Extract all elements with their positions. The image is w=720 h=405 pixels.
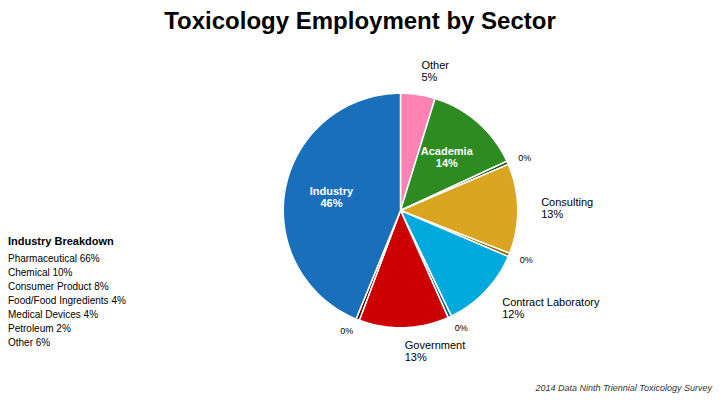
svg-text:Consulting13%: Consulting13%: [541, 196, 593, 220]
html-text:Other 6%: Other 6%: [8, 337, 51, 348]
html-text:Food/Food Ingredients 4%: Food/Food Ingredients 4%: [8, 295, 126, 306]
html-text:Petroleum 2%: Petroleum 2%: [8, 323, 71, 334]
html-text:Toxicology Employment by Secto: Toxicology Employment by Sector: [164, 7, 556, 34]
html-text:Industry Breakdown: Industry Breakdown: [8, 235, 114, 247]
svg-text:0%: 0%: [455, 323, 468, 333]
svg-text:0%: 0%: [340, 326, 353, 336]
svg-text:0%: 0%: [518, 153, 531, 163]
html-text:2014 Data Ninth Triennial Toxi: 2014 Data Ninth Triennial Toxicology Sur…: [535, 383, 712, 393]
html-text:Chemical 10%: Chemical 10%: [8, 267, 73, 278]
svg-text:Industry46%: Industry46%: [310, 185, 354, 209]
svg-text:Government13%: Government13%: [405, 339, 466, 363]
svg-text:Academia14%: Academia14%: [421, 145, 474, 169]
html-text:Consumer Product 8%: Consumer Product 8%: [8, 281, 109, 292]
svg-text:0%: 0%: [520, 255, 533, 265]
svg-text:Contract Laboratory12%: Contract Laboratory12%: [502, 296, 600, 320]
html-text:Medical Devices 4%: Medical Devices 4%: [8, 309, 98, 320]
html-text:Pharmaceutical 66%: Pharmaceutical 66%: [8, 253, 100, 264]
svg-text:Other5%: Other5%: [421, 59, 449, 83]
